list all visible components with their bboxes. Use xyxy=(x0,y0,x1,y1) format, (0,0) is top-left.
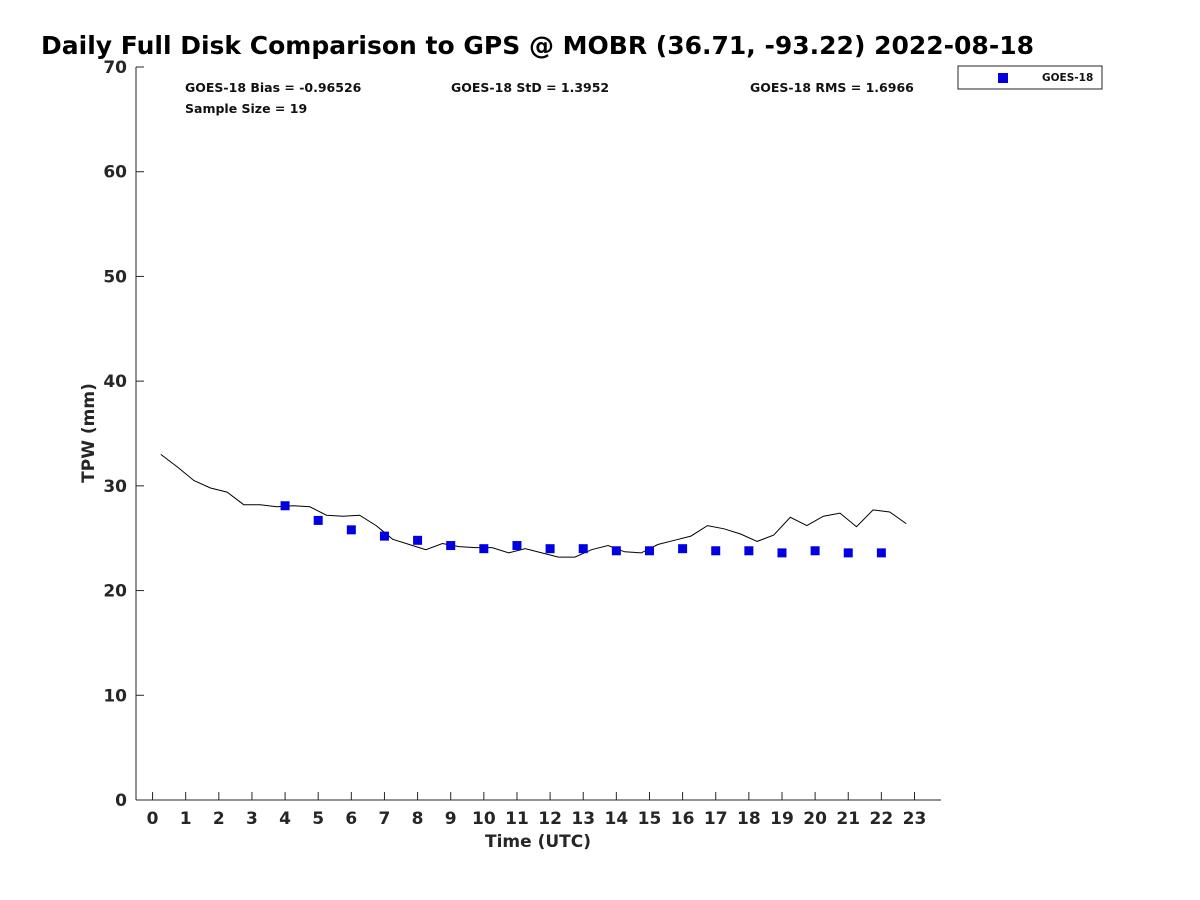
goes18-point xyxy=(479,544,489,554)
chart-title: Daily Full Disk Comparison to GPS @ MOBR… xyxy=(41,31,1034,60)
stat-sample-size: Sample Size = 19 xyxy=(185,101,307,116)
y-ticks: 0 10 20 30 40 50 60 70 xyxy=(103,58,144,811)
y-tick-label: 40 xyxy=(103,372,127,392)
x-tick-label: 19 xyxy=(770,809,794,829)
x-tick-label: 7 xyxy=(379,809,391,829)
goes18-point xyxy=(810,546,820,556)
goes18-point xyxy=(413,535,423,545)
goes18-point xyxy=(744,546,754,556)
stat-rms: GOES-18 RMS = 1.6966 xyxy=(750,80,914,95)
stats-panel: GOES-18 Bias = -0.96526 GOES-18 StD = 1.… xyxy=(185,80,914,116)
goes18-point xyxy=(545,544,555,554)
x-ticks: 0 1 2 3 4 5 6 7 8 9 10 11 12 13 14 15 16 17 18 19 20 21 22 23 xyxy=(147,792,927,829)
x-tick-label: 8 xyxy=(412,809,424,829)
stat-bias: GOES-18 Bias = -0.96526 xyxy=(185,80,362,95)
axes xyxy=(135,67,941,801)
goes18-point xyxy=(379,531,389,541)
goes18-point xyxy=(611,546,621,556)
goes18-point xyxy=(843,548,853,558)
x-axis-label: Time (UTC) xyxy=(485,832,591,852)
x-tick-label: 23 xyxy=(903,809,927,829)
y-tick-label: 0 xyxy=(115,791,127,811)
goes18-point xyxy=(512,541,522,551)
gps-series-line xyxy=(160,454,907,558)
x-tick-label: 1 xyxy=(180,809,192,829)
y-tick-label: 30 xyxy=(103,477,127,497)
x-tick-label: 16 xyxy=(671,809,695,829)
goes18-point xyxy=(678,544,688,554)
x-tick-label: 14 xyxy=(605,809,629,829)
stat-std: GOES-18 StD = 1.3952 xyxy=(451,80,609,95)
goes18-point xyxy=(346,525,356,535)
x-tick-label: 5 xyxy=(312,809,324,829)
goes18-point xyxy=(313,515,323,525)
x-tick-label: 15 xyxy=(638,809,662,829)
goes18-point xyxy=(777,548,787,558)
y-tick-label: 60 xyxy=(103,163,127,183)
legend-marker-goes18 xyxy=(998,73,1008,83)
y-axis-label: TPW (mm) xyxy=(79,383,99,483)
x-tick-label: 10 xyxy=(472,809,496,829)
legend-label-goes18: GOES-18 xyxy=(1042,72,1093,84)
x-tick-label: 0 xyxy=(147,809,159,829)
x-tick-label: 4 xyxy=(279,809,291,829)
goes18-point xyxy=(711,546,721,556)
goes18-point xyxy=(578,544,588,554)
x-tick-label: 18 xyxy=(737,809,761,829)
goes18-point xyxy=(644,546,654,556)
legend-box xyxy=(957,65,1103,90)
x-tick-label: 22 xyxy=(870,809,894,829)
x-tick-label: 20 xyxy=(803,809,827,829)
x-tick-label: 3 xyxy=(246,809,258,829)
x-tick-label: 6 xyxy=(345,809,357,829)
x-tick-label: 2 xyxy=(213,809,225,829)
x-tick-label: 13 xyxy=(571,809,595,829)
x-tick-label: 17 xyxy=(704,809,728,829)
y-tick-label: 50 xyxy=(103,267,127,287)
legend: GOES-18 xyxy=(957,65,1103,90)
y-tick-label: 10 xyxy=(103,686,127,706)
x-tick-label: 21 xyxy=(836,809,860,829)
goes18-point xyxy=(876,548,886,558)
y-tick-label: 70 xyxy=(103,58,127,78)
y-tick-label: 20 xyxy=(103,582,127,602)
goes18-point xyxy=(446,541,456,551)
x-tick-label: 11 xyxy=(505,809,529,829)
x-tick-label: 9 xyxy=(445,809,457,829)
plot-area xyxy=(160,454,907,558)
goes18-point xyxy=(280,501,290,511)
x-tick-label: 12 xyxy=(538,809,562,829)
